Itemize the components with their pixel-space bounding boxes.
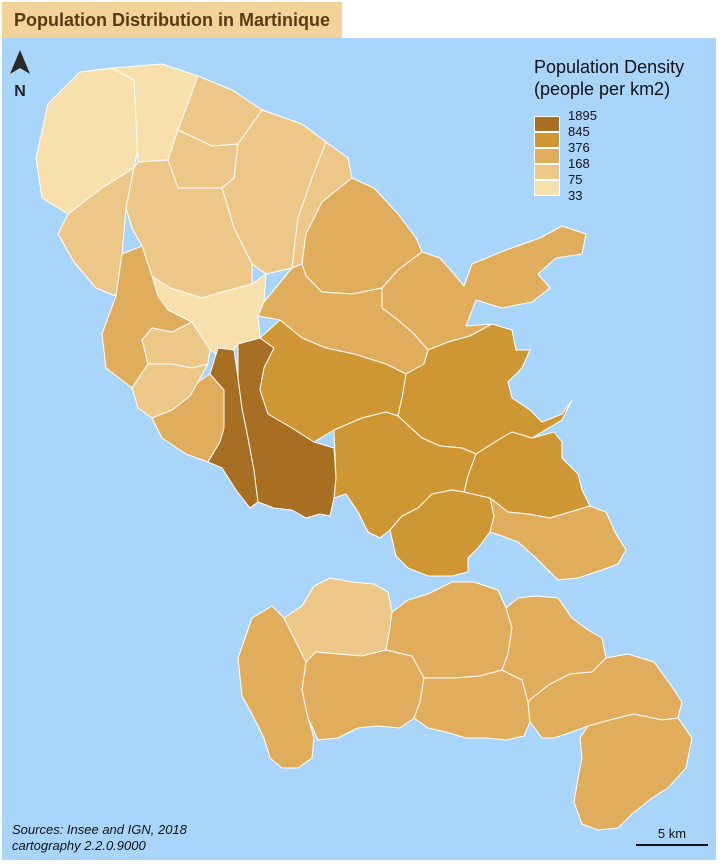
legend: Population Density (people per km2) 1895…: [534, 56, 684, 210]
north-label: N: [14, 83, 26, 100]
legend-break-label: 1895: [568, 108, 597, 123]
north-arrow-icon: [10, 50, 30, 74]
sources-line2: cartography 2.2.0.9000: [12, 838, 146, 853]
legend-title-line1: Population Density: [534, 57, 685, 77]
martinique-map: [35, 63, 693, 831]
commune-center-lower-b: [389, 489, 495, 577]
scale-label: 5 km: [657, 826, 687, 841]
commune-south-west-b: [301, 649, 425, 741]
commune-south-west-a: [283, 577, 393, 663]
legend-swatch: [534, 180, 560, 196]
commune-east-coast-c: [463, 431, 591, 519]
legend-swatch: [534, 132, 560, 148]
commune-south-mid-b: [413, 669, 531, 741]
north-arrow: N: [8, 50, 32, 101]
legend-break-label: 168: [568, 156, 590, 171]
legend-break-label: 376: [568, 140, 590, 155]
commune-south-tip: [573, 713, 693, 831]
sources-line1: Sources: Insee and IGN, 2018: [12, 822, 187, 837]
commune-west-coast-lower: [131, 363, 209, 419]
scale-line: [636, 844, 708, 846]
legend-break-label: 845: [568, 124, 590, 139]
legend-title-line2: (people per km2): [534, 79, 671, 99]
legend-swatch: [534, 164, 560, 180]
legend-break-label: 33: [568, 188, 583, 203]
legend-swatch: [534, 116, 560, 132]
scale-bar: 5 km: [636, 826, 708, 846]
commune-south-west-tip: [237, 605, 315, 769]
commune-south-east-b: [527, 653, 683, 739]
legend-body: 1895 845 376 168 75 33: [534, 108, 654, 210]
map-panel: [2, 38, 716, 860]
map-title: Population Distribution in Martinique: [2, 2, 342, 38]
sources-note: Sources: Insee and IGN, 2018 cartography…: [12, 822, 187, 854]
legend-break-label: 75: [568, 172, 583, 187]
map-title-text: Population Distribution in Martinique: [14, 9, 330, 30]
commune-capital-west: [207, 347, 259, 509]
legend-swatch: [534, 148, 560, 164]
legend-title: Population Density (people per km2): [534, 56, 684, 100]
commune-east-coast-d: [489, 497, 627, 581]
